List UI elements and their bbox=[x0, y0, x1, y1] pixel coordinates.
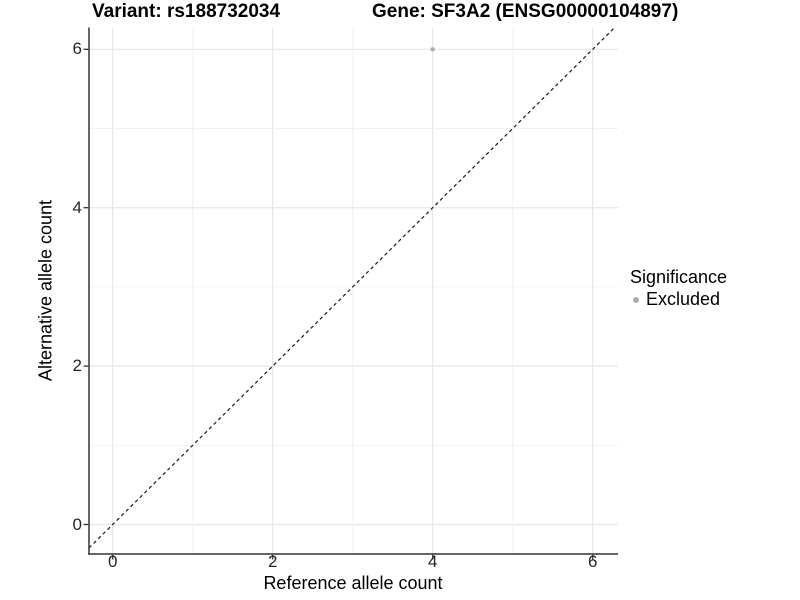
y-tick-label: 0 bbox=[72, 514, 82, 534]
variant-title: Variant: rs188732034 bbox=[92, 1, 281, 22]
y-tick-label: 4 bbox=[72, 197, 82, 217]
y-tick-label: 2 bbox=[72, 356, 82, 376]
x-axis-title: Reference allele count bbox=[263, 573, 443, 593]
x-tick-label: 0 bbox=[107, 552, 118, 571]
x-tick-label: 6 bbox=[587, 552, 598, 571]
legend: Significance Excluded bbox=[630, 267, 727, 310]
legend-title: Significance bbox=[630, 267, 728, 287]
excluded-marker-icon bbox=[633, 296, 639, 303]
x-tick-label: 2 bbox=[267, 552, 278, 571]
legend-item-excluded: Excluded bbox=[633, 289, 727, 310]
x-tick-label: 4 bbox=[427, 552, 438, 571]
gene-title: Gene: SF3A2 (ENSG00000104897) bbox=[372, 1, 679, 22]
y-axis-title: Alternative allele count bbox=[35, 199, 56, 382]
identity-dashed-line bbox=[88, 27, 616, 549]
data-point bbox=[430, 47, 435, 52]
legend-item-label: Excluded bbox=[646, 289, 721, 309]
y-tick-label: 6 bbox=[72, 39, 82, 59]
